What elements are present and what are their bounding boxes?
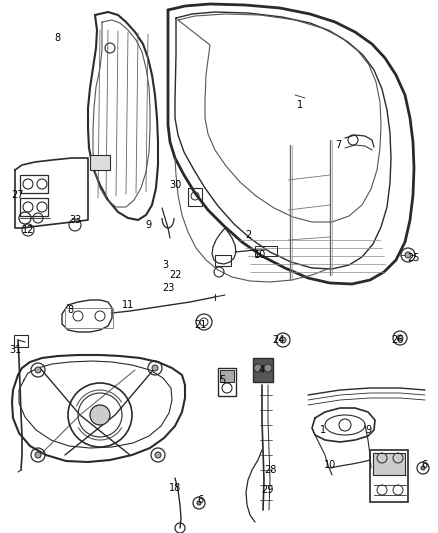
Circle shape bbox=[280, 337, 286, 343]
Circle shape bbox=[197, 501, 201, 505]
Text: 21: 21 bbox=[194, 320, 206, 330]
Text: 18: 18 bbox=[169, 483, 181, 493]
Text: 25: 25 bbox=[407, 253, 419, 263]
Text: 29: 29 bbox=[261, 485, 273, 495]
Text: 9: 9 bbox=[145, 220, 151, 230]
Text: 9: 9 bbox=[365, 425, 371, 435]
Text: 5: 5 bbox=[219, 375, 225, 385]
Circle shape bbox=[35, 452, 41, 458]
Bar bbox=[373, 453, 405, 475]
Text: 6: 6 bbox=[197, 495, 203, 505]
Text: 24: 24 bbox=[272, 335, 284, 345]
Bar bbox=[218, 368, 236, 396]
Text: 2: 2 bbox=[245, 230, 251, 240]
Bar bbox=[14, 335, 28, 347]
Text: 12: 12 bbox=[22, 225, 34, 235]
Circle shape bbox=[264, 364, 272, 372]
Text: 8: 8 bbox=[67, 305, 73, 315]
Text: 4: 4 bbox=[259, 365, 265, 375]
Circle shape bbox=[35, 367, 41, 373]
Text: 10: 10 bbox=[254, 250, 266, 260]
Circle shape bbox=[155, 452, 161, 458]
Text: 27: 27 bbox=[12, 190, 24, 200]
Text: 23: 23 bbox=[162, 283, 174, 293]
Circle shape bbox=[397, 335, 403, 341]
Text: 30: 30 bbox=[169, 180, 181, 190]
Text: 31: 31 bbox=[9, 345, 21, 355]
Text: 10: 10 bbox=[324, 460, 336, 470]
Text: 7: 7 bbox=[335, 140, 341, 150]
Circle shape bbox=[405, 252, 411, 258]
Bar bbox=[20, 175, 48, 193]
Text: 22: 22 bbox=[169, 270, 181, 280]
Text: 1: 1 bbox=[297, 100, 303, 110]
Text: 11: 11 bbox=[122, 300, 134, 310]
Circle shape bbox=[421, 466, 425, 470]
Bar bbox=[65, 308, 113, 328]
Text: 26: 26 bbox=[391, 335, 403, 345]
Circle shape bbox=[254, 364, 262, 372]
Bar bbox=[90, 155, 110, 170]
Bar bbox=[253, 358, 273, 382]
Text: 28: 28 bbox=[264, 465, 276, 475]
Text: 3: 3 bbox=[162, 260, 168, 270]
Bar bbox=[188, 188, 202, 206]
Bar bbox=[255, 246, 277, 256]
Text: 8: 8 bbox=[54, 33, 60, 43]
Bar bbox=[370, 450, 408, 502]
Text: 33: 33 bbox=[69, 215, 81, 225]
Bar bbox=[20, 198, 48, 216]
Circle shape bbox=[152, 365, 158, 371]
Bar bbox=[220, 370, 234, 382]
Text: 6: 6 bbox=[421, 460, 427, 470]
Text: 1: 1 bbox=[320, 425, 326, 435]
Bar bbox=[215, 255, 231, 266]
Circle shape bbox=[90, 405, 110, 425]
